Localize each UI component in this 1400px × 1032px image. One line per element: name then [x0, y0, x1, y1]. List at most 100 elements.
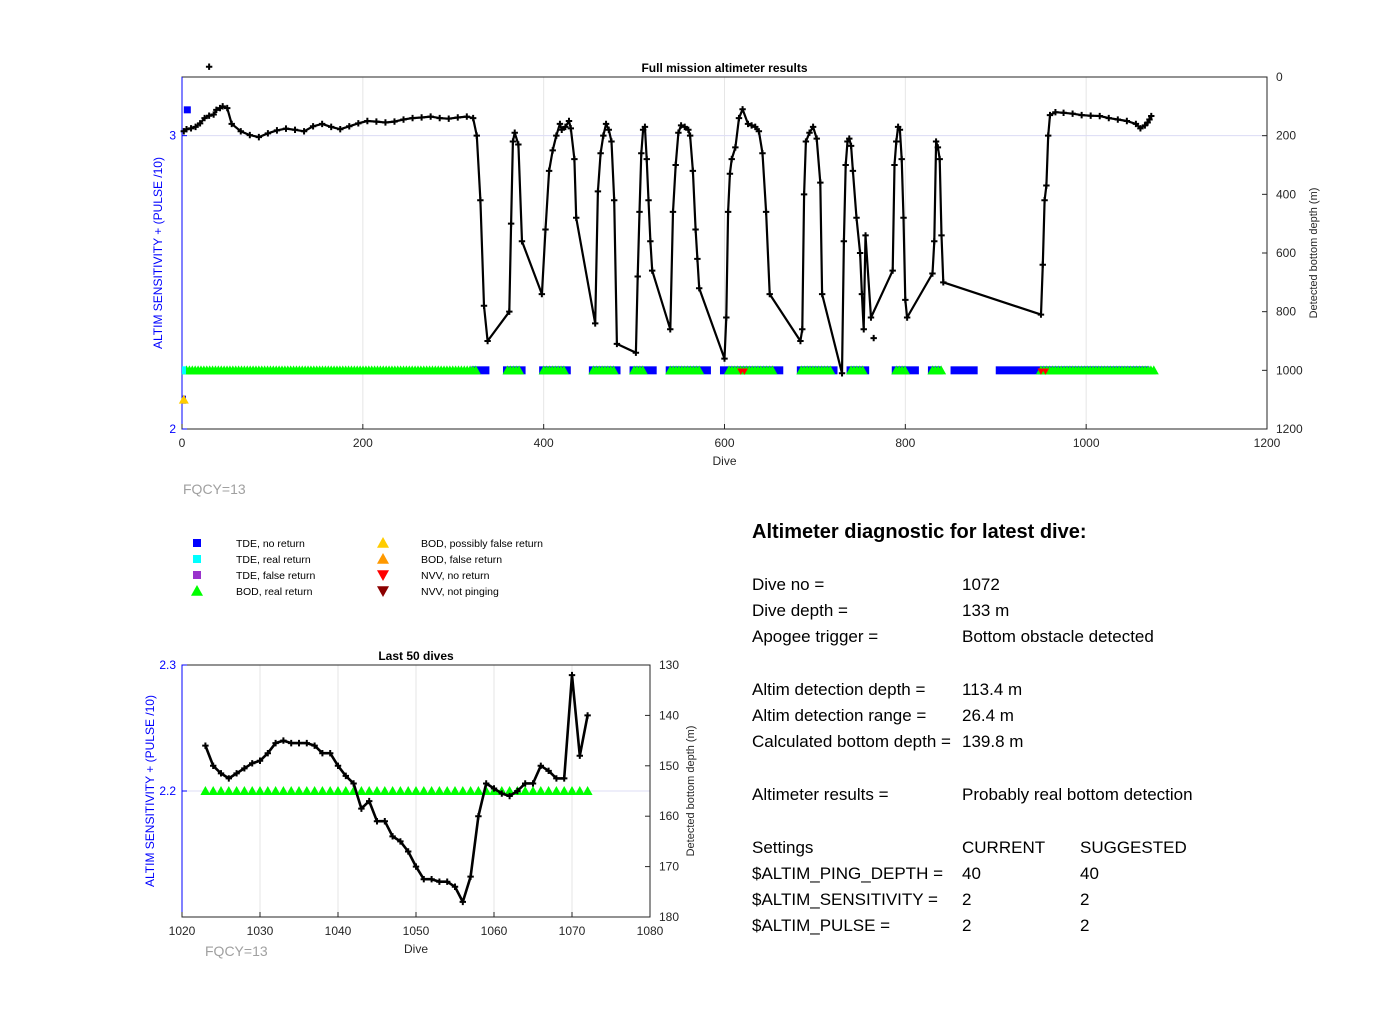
- bod-real-return-marker: [567, 786, 577, 795]
- depth-point: [1043, 182, 1050, 189]
- bod-real-return-marker: [372, 786, 382, 795]
- depth-point: [1069, 110, 1076, 117]
- depth-point: [373, 818, 381, 825]
- depth-point: [571, 155, 578, 163]
- depth-point: [896, 126, 904, 133]
- depth-point: [196, 120, 204, 127]
- depth-point: [237, 128, 244, 135]
- depth-point: [1096, 112, 1103, 120]
- bod-real-return-marker: [857, 365, 868, 375]
- frequency-annotation: FQCY=13: [205, 943, 268, 959]
- depth-point: [291, 126, 299, 133]
- depth-point: [573, 214, 580, 221]
- depth-point: [309, 123, 317, 130]
- bod-real-return-marker: [426, 786, 437, 795]
- right-axis-label: Detected bottom depth (m): [1308, 188, 1320, 319]
- results-label: Altimeter results =: [752, 785, 889, 804]
- depth-point: [366, 797, 373, 805]
- bod-real-return-marker: [208, 786, 219, 795]
- bod-real-return-marker: [535, 786, 546, 795]
- depth-point: [319, 750, 326, 757]
- bod-real-return-marker: [395, 786, 406, 795]
- depth-point: [444, 878, 451, 885]
- depth-point: [744, 120, 752, 128]
- bod-real-return-marker: [936, 365, 947, 375]
- tde-no-return-marker: [471, 366, 490, 375]
- depth-point: [605, 126, 612, 133]
- depth-point: [838, 370, 846, 377]
- depth-point: [205, 63, 213, 70]
- depth-point: [766, 290, 773, 298]
- depth-point: [759, 150, 766, 157]
- depth-point: [400, 116, 407, 123]
- depth-point: [931, 238, 938, 245]
- bod-real-return-marker: [559, 786, 570, 795]
- depth-point: [553, 775, 560, 782]
- depth-point: [613, 340, 621, 348]
- depth-point: [818, 290, 826, 298]
- depth-point: [538, 290, 546, 298]
- depth-point: [373, 118, 380, 125]
- depth-point: [1052, 109, 1059, 116]
- bod-real-return-marker: [543, 786, 554, 795]
- depth-point: [303, 739, 310, 747]
- right-tick-label: 1200: [1276, 422, 1303, 436]
- depth-point: [409, 114, 416, 122]
- bod-real-return-marker: [317, 786, 328, 795]
- depth-line: [204, 673, 589, 904]
- depth-point: [467, 873, 474, 880]
- bod-real-return-marker: [247, 786, 258, 795]
- bod-real-return-marker: [325, 786, 336, 795]
- calc-depth-value: 139.8 m: [962, 732, 1024, 751]
- depth-point: [600, 132, 607, 139]
- depth-point: [695, 285, 703, 292]
- depth-point: [225, 775, 232, 782]
- sensitivity-suggested: 2: [1080, 890, 1090, 909]
- last-50-dives-chart: 1020 1030 1040 1050 1060 1070 1080 130 140 150 160…: [143, 649, 697, 959]
- depth-point: [264, 750, 271, 757]
- left-tick-label: 2: [169, 422, 176, 436]
- depth-point: [436, 114, 443, 122]
- bod-real-return-marker: [434, 786, 445, 795]
- bod-real-return-marker: [520, 786, 531, 795]
- depth-point: [860, 326, 867, 333]
- right-tick-label: 800: [1276, 305, 1296, 319]
- legend-label: BOD, possibly false return: [421, 538, 543, 550]
- left-tick-label: 2.3: [159, 658, 176, 672]
- depth-point: [436, 878, 443, 885]
- depth-point: [900, 214, 907, 221]
- x-tick-label: 1060: [481, 924, 508, 938]
- depth-point: [459, 898, 466, 906]
- depth-point: [645, 197, 652, 204]
- depth-point: [1087, 112, 1094, 119]
- legend-triangle-down-marker: [377, 570, 389, 581]
- depth-point: [545, 167, 553, 175]
- depth-point: [562, 123, 569, 131]
- depth-point: [638, 150, 645, 157]
- legend-square-marker: [193, 539, 201, 547]
- legend-square-marker: [193, 555, 201, 563]
- legend-triangle-down-marker: [377, 586, 389, 597]
- depth-point: [498, 790, 505, 797]
- depth-point: [641, 123, 649, 131]
- depth-point: [677, 122, 685, 129]
- depth-point: [473, 132, 480, 139]
- right-tick-label: 140: [659, 708, 679, 722]
- bod-real-return-marker: [1148, 365, 1159, 375]
- depth-point: [809, 123, 817, 131]
- x-tick-label: 1080: [637, 924, 664, 938]
- depth-point: [233, 770, 240, 777]
- depth-point: [490, 785, 498, 792]
- bod-real-return-marker: [309, 786, 320, 795]
- depth-point: [454, 114, 461, 121]
- altim-range-label: Altim detection range =: [752, 706, 927, 725]
- right-tick-label: 600: [1276, 246, 1296, 260]
- depth-point: [327, 123, 335, 131]
- frequency-annotation: FQCY=13: [183, 481, 246, 497]
- depth-point: [568, 671, 576, 679]
- bod-real-return-marker: [694, 365, 705, 375]
- depth-point: [553, 132, 560, 139]
- bod-real-return-marker: [450, 786, 460, 795]
- depth-point: [210, 762, 217, 769]
- depth-point: [484, 337, 491, 345]
